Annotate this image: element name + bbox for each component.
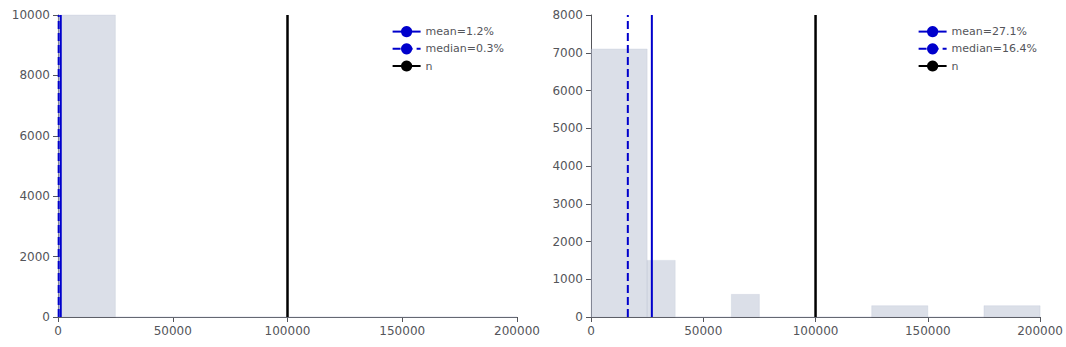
svg-text:2000: 2000 — [19, 250, 50, 264]
svg-text:6000: 6000 — [552, 84, 583, 98]
svg-text:50000: 50000 — [154, 324, 192, 338]
svg-text:7000: 7000 — [552, 46, 583, 60]
svg-text:1000: 1000 — [552, 272, 583, 286]
svg-text:100000: 100000 — [793, 324, 839, 338]
svg-text:n: n — [426, 60, 433, 73]
svg-text:3000: 3000 — [552, 197, 583, 211]
svg-text:median=0.3%: median=0.3% — [426, 42, 504, 55]
svg-text:150000: 150000 — [905, 324, 951, 338]
svg-text:4000: 4000 — [19, 189, 50, 203]
svg-text:mean=27.1%: mean=27.1% — [952, 25, 1027, 38]
svg-text:200000: 200000 — [494, 324, 540, 338]
svg-text:5000: 5000 — [552, 121, 583, 135]
svg-text:4000: 4000 — [552, 159, 583, 173]
svg-text:200000: 200000 — [1017, 324, 1063, 338]
svg-text:0: 0 — [54, 324, 62, 338]
svg-text:8000: 8000 — [552, 8, 583, 22]
svg-text:n: n — [952, 60, 959, 73]
svg-text:50000: 50000 — [684, 324, 722, 338]
svg-text:150000: 150000 — [379, 324, 425, 338]
svg-text:0: 0 — [587, 324, 595, 338]
svg-text:8000: 8000 — [19, 68, 50, 82]
svg-text:100000: 100000 — [265, 324, 311, 338]
svg-text:2000: 2000 — [552, 235, 583, 249]
svg-text:median=16.4%: median=16.4% — [952, 42, 1037, 55]
svg-text:0: 0 — [575, 310, 583, 324]
svg-text:mean=1.2%: mean=1.2% — [426, 25, 494, 38]
svg-text:10000: 10000 — [12, 8, 50, 22]
svg-text:0: 0 — [42, 310, 50, 324]
svg-text:6000: 6000 — [19, 129, 50, 143]
